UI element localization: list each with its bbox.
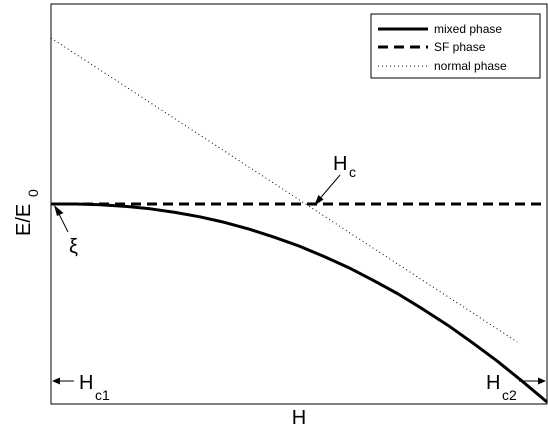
y-axis-label-subscript: 0 (25, 189, 41, 197)
y-axis-label: E/E (13, 204, 35, 236)
hc1-label-main: H (79, 372, 93, 394)
legend-label-normal-phase: normal phase (434, 59, 507, 73)
xi-arrow-head (54, 205, 64, 216)
legend: mixed phase SF phase normal phase (371, 14, 540, 78)
hc2-arrow-head (538, 378, 546, 385)
series-line-normal-phase (51, 38, 517, 342)
series-line-mixed-phase (51, 204, 547, 402)
xi-label: ξ (69, 236, 78, 258)
legend-label-mixed-phase: mixed phase (434, 22, 502, 36)
series-layer (51, 38, 547, 402)
hc1-label-sub: c1 (95, 387, 110, 403)
x-axis-label: H (292, 407, 306, 429)
xi-annotation: ξ (54, 205, 78, 258)
hc-label-sub: c (349, 164, 356, 180)
hc2-label-sub: c2 (502, 387, 517, 403)
hc1-arrow-head (52, 378, 60, 385)
y-axis-label-group: E/E 0 (13, 189, 41, 236)
legend-label-sf-phase: SF phase (434, 40, 486, 54)
hc2-label-main: H (486, 372, 500, 394)
hc-label-main: H (333, 153, 347, 175)
hc-annotation: H c (314, 153, 356, 206)
hc1-annotation: H c1 (52, 372, 110, 403)
